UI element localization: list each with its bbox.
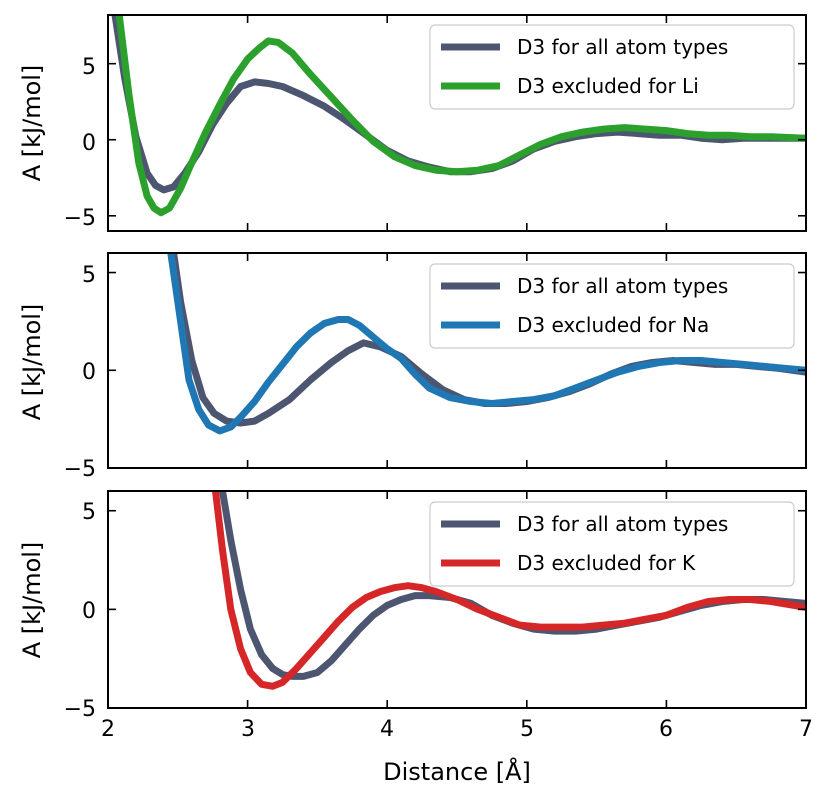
x-tick-label: 4 <box>380 717 394 742</box>
x-tick-label: 3 <box>241 717 255 742</box>
series-layer <box>212 491 806 690</box>
legend-label-d3-all-atom-types: D3 for all atom types <box>517 35 728 59</box>
series-line-d3-excluded-li <box>115 15 806 217</box>
x-tick-label: 6 <box>659 717 673 742</box>
panel-li: A [kJ/mol] −5 0 5 D3 for all atom types … <box>18 14 807 232</box>
y-axis-label: A [kJ/mol] <box>18 304 46 421</box>
legend: D3 for all atom types D3 excluded for Li <box>429 24 795 110</box>
series-layer <box>111 15 806 217</box>
legend-box <box>429 24 795 110</box>
x-tick-label: 2 <box>101 717 115 742</box>
y-tick-label: 0 <box>82 131 96 156</box>
x-tick-label: 5 <box>520 717 534 742</box>
y-tick-label: 5 <box>82 500 96 525</box>
y-tick-label: −5 <box>64 206 96 231</box>
legend-box <box>429 501 795 587</box>
y-tick-label: 5 <box>82 55 96 80</box>
y-tick-label: 0 <box>82 599 96 624</box>
series-line-d3-excluded-na <box>167 253 806 435</box>
legend: D3 for all atom types D3 excluded for K <box>429 501 795 587</box>
y-tick-label: −5 <box>64 457 96 482</box>
panel-k: A [kJ/mol] −5 0 5 D3 for all atom types … <box>18 490 807 722</box>
x-axis: 2 3 4 5 6 7 Distance [Å] <box>101 717 813 786</box>
y-axis-label: A [kJ/mol] <box>18 65 46 182</box>
y-tick-label: 0 <box>82 360 96 385</box>
plot-frame <box>107 490 807 709</box>
legend-label-d3-excluded-k: D3 excluded for K <box>517 551 696 575</box>
y-tick-label: 5 <box>82 263 96 288</box>
legend-box <box>429 263 795 349</box>
legend-label-d3-all-atom-types: D3 for all atom types <box>517 274 728 298</box>
y-axis-label: A [kJ/mol] <box>18 542 46 659</box>
legend-label-d3-excluded-na: D3 excluded for Na <box>517 313 709 337</box>
plot-frame <box>107 252 807 469</box>
legend-label-d3-excluded-li: D3 excluded for Li <box>517 74 699 98</box>
panel-na: A [kJ/mol] −5 0 5 D3 for all atom types … <box>18 252 807 482</box>
x-axis-label: Distance [Å] <box>383 757 531 786</box>
series-line-d3-excluded-k <box>212 491 806 690</box>
plot-frame <box>107 14 807 232</box>
y-tick-label: −5 <box>64 697 96 722</box>
legend-label-d3-all-atom-types: D3 for all atom types <box>517 512 728 536</box>
legend: D3 for all atom types D3 excluded for Na <box>429 263 795 349</box>
series-layer <box>167 253 806 435</box>
x-tick-label: 7 <box>799 717 813 742</box>
